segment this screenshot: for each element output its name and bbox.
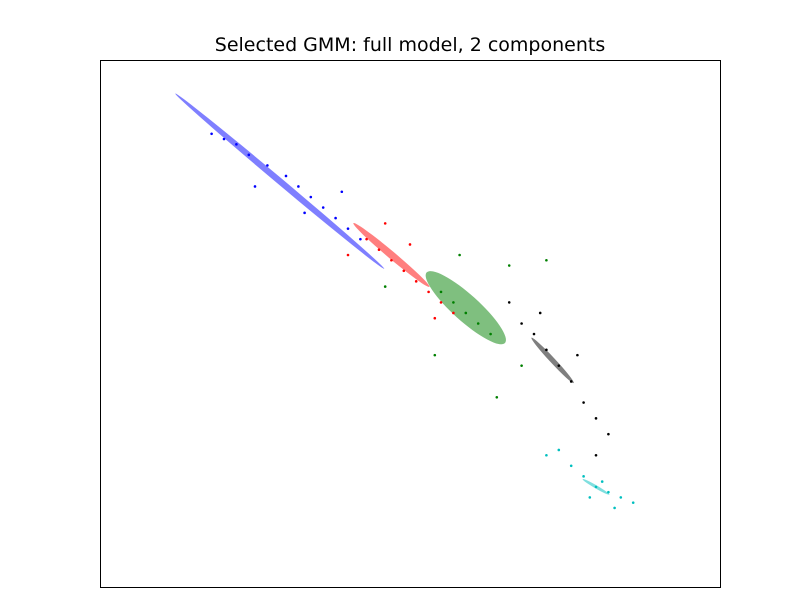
series-black [507,301,610,457]
data-point-cyan [631,501,635,504]
data-point-green [452,301,455,304]
data-point-black [507,301,511,304]
data-point-red [439,301,443,304]
data-point-red [365,237,368,241]
data-point-cyan [582,475,585,478]
data-point-green [489,332,492,336]
series-blue [210,132,362,241]
data-point-red [346,253,350,257]
ellipse-green [425,271,506,345]
data-point-red [377,248,381,252]
data-point-blue [297,185,300,188]
data-point-cyan [613,506,616,510]
data-point-green [545,258,548,262]
data-point-blue [222,137,226,141]
data-point-cyan [545,453,548,457]
data-point-blue [284,174,288,178]
data-point-red [390,258,393,262]
data-point-red [452,311,455,315]
data-point-red [402,269,406,273]
series-green [383,253,548,399]
data-point-green [458,253,461,257]
data-point-red [427,290,430,294]
data-point-green [476,322,480,325]
data-point-blue [210,132,213,136]
data-point-blue [359,237,362,241]
data-point-green [464,311,468,315]
data-point-red [383,222,387,225]
data-point-green [507,264,511,267]
data-point-black [576,353,579,357]
data-point-blue [235,143,238,146]
component-ellipses [175,93,610,495]
series-cyan [545,448,635,510]
data-point-green [495,395,499,399]
data-point-black [538,311,542,315]
data-point-black [545,348,548,352]
data-point-cyan [569,464,573,468]
data-point-black [582,401,585,404]
data-point-green [383,285,387,288]
data-point-black [532,332,536,336]
data-point-cyan [607,490,610,494]
data-point-cyan [557,448,561,452]
data-point-black [594,417,598,420]
data-point-black [520,322,523,325]
data-point-cyan [594,485,598,489]
data-point-green [433,353,437,357]
ellipse-blue [175,93,385,269]
chart-title: Selected GMM: full model, 2 components [214,34,606,56]
data-point-black [569,380,573,383]
data-point-blue [253,185,257,188]
series-red [346,222,455,320]
data-point-blue [266,164,269,167]
ellipse-black [531,337,574,384]
data-point-blue [346,227,350,230]
data-point-blue [334,216,337,220]
data-point-blue [247,153,251,157]
data-point-black [594,453,598,457]
data-point-cyan [619,496,623,499]
ellipse-red [353,222,430,287]
data-point-blue [340,190,344,194]
data-points [210,132,635,510]
data-point-red [414,280,418,283]
data-point-black [607,432,610,436]
plot-area-frame [100,60,721,588]
data-point-blue [321,206,325,209]
data-point-red [408,243,412,246]
data-point-red [433,316,437,320]
data-point-blue [303,211,306,215]
data-point-green [520,364,523,367]
data-point-cyan [588,496,592,499]
data-point-black [557,364,561,367]
data-point-green [439,290,443,294]
data-point-blue [309,195,313,199]
data-point-cyan [600,480,604,483]
